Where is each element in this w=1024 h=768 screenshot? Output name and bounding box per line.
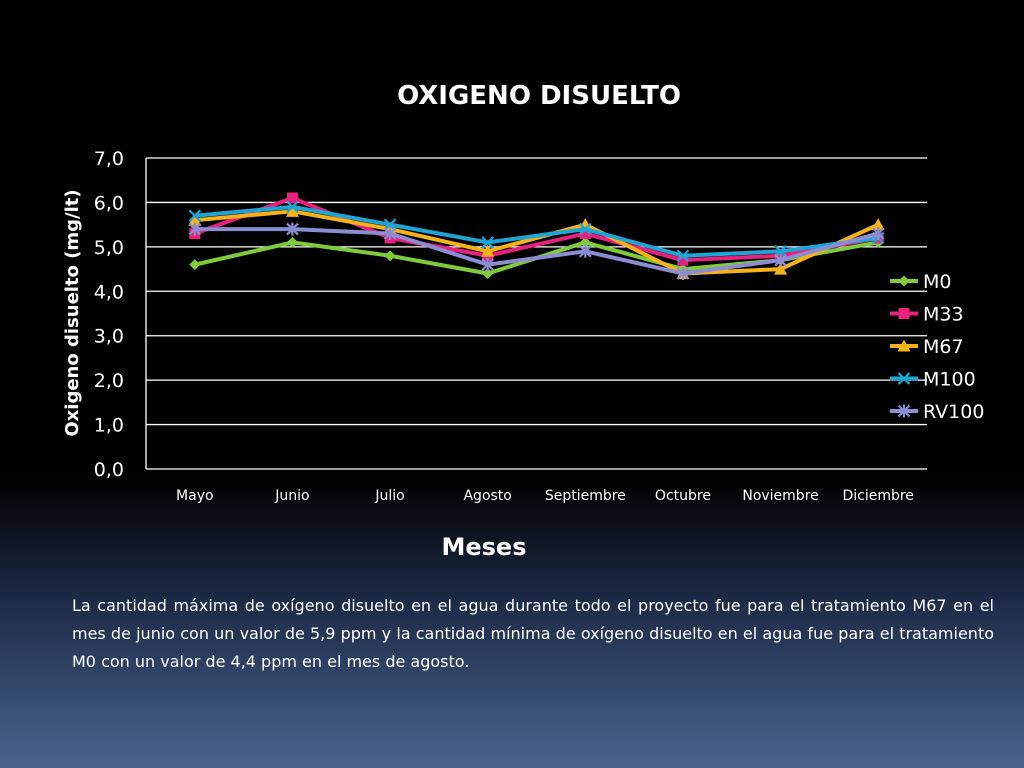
x-tick-label: Julio [374, 488, 404, 504]
line-chart: OXIGENO DISUELTO 0,0 1,0 2,0 3,0 4,0 5,0 6,0 7,… [62, 81, 984, 560]
data-point [286, 192, 298, 204]
x-tick-label: Agosto [463, 488, 511, 504]
legend-label: M67 [923, 336, 964, 358]
chart-title: OXIGENO DISUELTO [397, 81, 681, 111]
legend-label: M0 [923, 271, 951, 293]
data-point [189, 259, 201, 271]
y-axis-label: Oxigeno disuelto (mg/lt) [62, 189, 83, 436]
data-point [481, 244, 495, 257]
data-point [286, 236, 298, 248]
y-tick-label: 2,0 [94, 370, 124, 392]
data-point [871, 218, 885, 231]
caption-text: La cantidad máxima de oxígeno disuelto e… [72, 596, 994, 671]
x-tick-label: Diciembre [842, 488, 913, 504]
data-point [188, 222, 202, 236]
x-tick-label: Septiembre [545, 488, 626, 504]
legend-marker [898, 308, 910, 319]
data-point [677, 254, 689, 266]
legend-item: M0 [890, 271, 951, 293]
data-point [871, 227, 885, 241]
y-tick-label: 7,0 [94, 148, 124, 170]
data-point [579, 236, 591, 248]
data-point [676, 249, 690, 263]
data-point [188, 213, 202, 226]
y-tick-label: 6,0 [94, 192, 124, 214]
x-axis-ticks: Mayo Junio Julio Agosto Septiembre Octubre Nov… [176, 488, 914, 504]
x-tick-label: Mayo [176, 488, 214, 504]
data-point [481, 258, 494, 272]
data-point [676, 267, 690, 281]
data-point [285, 204, 299, 217]
series-rv100 [188, 222, 885, 281]
legend-label: M100 [923, 369, 976, 391]
legend: M0 M33 M67 M100 RV100 [890, 271, 984, 423]
data-point [384, 250, 396, 262]
x-tick-label: Octubre [655, 488, 711, 504]
data-point [383, 227, 397, 241]
y-tick-label: 3,0 [94, 326, 124, 348]
legend-marker [897, 339, 911, 352]
y-axis-ticks: 0,0 1,0 2,0 3,0 4,0 5,0 6,0 7,0 [94, 148, 124, 481]
series-line [194, 209, 880, 276]
legend-marker [897, 404, 911, 418]
y-tick-label: 4,0 [94, 281, 124, 303]
data-point [579, 222, 592, 236]
gridlines [145, 157, 927, 470]
legend-marker [897, 372, 911, 385]
data-point [774, 253, 787, 267]
legend-item: M100 [890, 369, 976, 391]
data-point [774, 262, 788, 275]
data-point [286, 222, 299, 236]
x-axis-label: Meses [441, 533, 526, 560]
data-point [481, 236, 494, 249]
legend-item: M33 [890, 304, 964, 326]
series-line [194, 195, 879, 263]
series-line [194, 204, 879, 258]
x-tick-label: Junio [274, 488, 309, 504]
y-tick-label: 1,0 [94, 415, 124, 437]
data-point [286, 200, 299, 214]
data-point [579, 228, 591, 240]
legend-marker [898, 275, 910, 287]
series-lines [188, 192, 885, 281]
y-tick-label: 0,0 [94, 459, 124, 481]
legend-item: RV100 [890, 401, 984, 423]
x-tick-label: Noviembre [742, 488, 818, 504]
data-point [188, 209, 202, 223]
legend-item: M67 [890, 336, 964, 358]
legend-label: RV100 [923, 401, 984, 423]
y-tick-label: 5,0 [94, 237, 124, 259]
legend-label: M33 [923, 304, 964, 326]
data-point [579, 244, 592, 258]
data-point [482, 268, 494, 280]
series-line [194, 227, 879, 276]
